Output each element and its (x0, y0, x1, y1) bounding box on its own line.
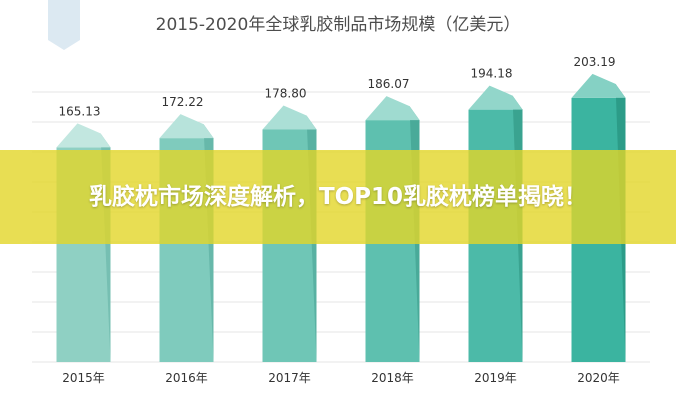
bar-top (262, 105, 317, 130)
chart-title: 2015-2020年全球乳胶制品市场规模（亿美元） (156, 15, 521, 35)
value-label: 203.19 (574, 55, 616, 69)
category-label: 2020年 (577, 371, 620, 385)
bar-top (365, 96, 420, 121)
headline-text: 乳胶枕市场深度解析，TOP10乳胶枕榜单揭晓！ (88, 183, 588, 210)
value-label: 165.13 (59, 104, 101, 118)
bar-top (56, 123, 111, 148)
category-label: 2018年 (371, 371, 414, 385)
value-label: 172.22 (162, 95, 204, 109)
headline-banner: 乳胶枕市场深度解析，TOP10乳胶枕榜单揭晓！ (0, 150, 676, 244)
category-label: 2019年 (474, 371, 517, 385)
bar-top (571, 73, 626, 98)
bar-top (159, 114, 214, 139)
value-label: 178.80 (265, 87, 307, 101)
bar-top (468, 85, 523, 110)
category-labels: 2015年 2016年 2017年 2018年 2019年 2020年 (62, 371, 620, 385)
value-label: 194.18 (471, 67, 513, 81)
category-label: 2017年 (268, 371, 311, 385)
category-label: 2015年 (62, 371, 105, 385)
corner-ribbon-decoration (48, 0, 80, 50)
category-label: 2016年 (165, 371, 208, 385)
value-labels: 165.13 172.22 178.80 186.07 194.18 203.19 (59, 55, 616, 118)
value-label: 186.07 (368, 77, 410, 91)
